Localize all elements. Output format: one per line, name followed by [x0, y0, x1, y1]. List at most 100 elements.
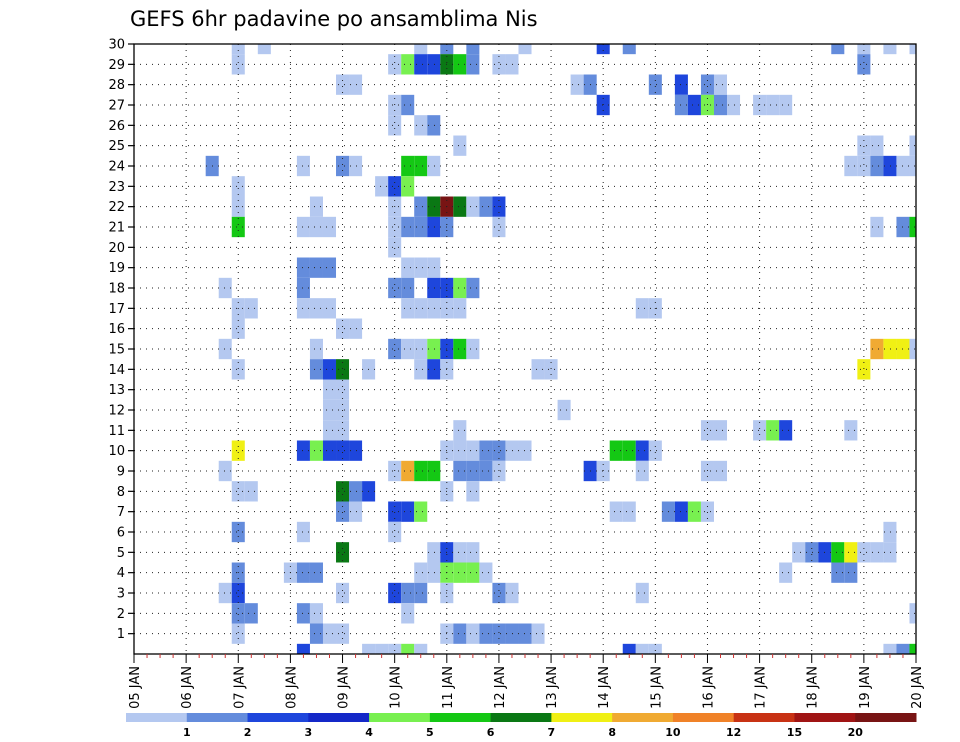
heatmap-cell	[427, 54, 441, 75]
heatmap-cell	[844, 542, 858, 563]
heatmap-cell	[466, 623, 480, 644]
heatmap-cell	[831, 562, 845, 583]
heatmap-cell	[336, 623, 350, 644]
heatmap-cell	[857, 359, 871, 380]
heatmap-cell	[309, 216, 323, 238]
heatmap-cell	[831, 542, 845, 563]
heatmap-cell	[492, 440, 506, 461]
heatmap-cell	[544, 359, 558, 380]
x-tick-label: 10 JAN	[389, 666, 404, 709]
y-tick-label: 12	[108, 404, 125, 419]
colorbar-label: 5	[426, 726, 434, 739]
heatmap-cell	[309, 257, 323, 278]
heatmap-cell	[336, 481, 350, 502]
x-tick-label: 09 JAN	[337, 666, 352, 709]
heatmap-cell	[322, 298, 337, 319]
y-tick-label: 9	[117, 465, 125, 480]
heatmap-cell	[909, 135, 916, 156]
heatmap-cell	[401, 54, 415, 75]
y-tick-label: 25	[108, 139, 125, 154]
heatmap-cell	[231, 44, 245, 55]
heatmap-cell	[414, 216, 428, 238]
colorbar-swatch	[855, 713, 917, 722]
heatmap-cell	[296, 603, 310, 624]
heatmap-cell	[792, 542, 806, 563]
heatmap-cell	[753, 420, 767, 441]
heatmap-cell	[453, 562, 467, 583]
y-tick-label: 21	[108, 221, 125, 236]
heatmap-cell	[713, 460, 728, 482]
heatmap-cell	[336, 501, 350, 522]
heatmap-cell	[492, 216, 506, 238]
heatmap-cell	[453, 460, 467, 482]
y-tick-label: 6	[117, 526, 125, 541]
colorbar-label: 8	[608, 726, 616, 739]
heatmap-cell	[231, 481, 245, 502]
heatmap-cell	[349, 74, 363, 95]
heatmap-cell	[466, 277, 480, 299]
heatmap-cell	[505, 54, 519, 75]
heatmap-cell	[779, 94, 793, 116]
colorbar-label: 6	[487, 726, 495, 739]
heatmap-cell	[492, 623, 506, 644]
x-tick-label: 17 JAN	[754, 666, 769, 709]
heatmap-cell	[674, 74, 688, 95]
heatmap-cell	[466, 54, 480, 75]
heatmap-cell	[727, 94, 741, 116]
y-tick-label: 17	[108, 302, 125, 317]
heatmap-cell	[414, 44, 428, 55]
heatmap-cell	[453, 338, 467, 360]
heatmap-cell	[700, 420, 714, 441]
y-tick-label: 15	[108, 343, 125, 358]
heatmap-cell	[779, 420, 793, 441]
heatmap-cell	[648, 74, 662, 95]
heatmap-cell	[466, 481, 480, 502]
heatmap-cell	[414, 562, 428, 583]
y-tick-label: 30	[108, 38, 125, 53]
heatmap-cell	[244, 603, 258, 624]
heatmap-cell	[713, 94, 728, 116]
heatmap-cell	[322, 623, 337, 644]
heatmap-cell	[909, 338, 916, 360]
heatmap-cell	[218, 582, 232, 604]
heatmap-cell	[857, 542, 871, 563]
heatmap-cell	[609, 440, 623, 461]
heatmap-cell	[870, 135, 884, 156]
heatmap-cell	[296, 216, 310, 238]
heatmap-cell	[609, 501, 623, 522]
heatmap-cell	[231, 521, 245, 543]
heatmap-cell	[766, 420, 780, 441]
colorbar-swatch	[733, 713, 795, 722]
y-tick-label: 3	[117, 587, 125, 602]
heatmap-cell	[453, 440, 467, 461]
heatmap-cell	[309, 359, 323, 380]
heatmap-cell	[231, 359, 245, 380]
colorbar-swatch	[794, 713, 856, 722]
heatmap-cell	[401, 257, 415, 278]
heatmap-cell	[414, 298, 428, 319]
y-tick-label: 7	[117, 505, 125, 520]
heatmap-cell	[596, 44, 610, 55]
x-tick-label: 13 JAN	[545, 666, 560, 709]
x-axis: 05 JAN 06 JAN 07 JAN 08 JAN 09 JAN 10 JAN 11 J…	[128, 654, 925, 709]
y-tick-label: 13	[108, 383, 125, 398]
heatmap-cell	[336, 420, 350, 441]
y-tick-label: 28	[108, 78, 125, 93]
heatmap-cell	[309, 623, 323, 644]
heatmap-cell	[466, 196, 480, 217]
heatmap-cell	[779, 562, 793, 583]
grid-lines	[134, 44, 916, 654]
heatmap-cell	[401, 643, 415, 654]
heatmap-cell	[844, 155, 858, 177]
chart-title: GEFS 6hr padavine po ansamblima Nis	[130, 7, 538, 31]
heatmap-cell	[635, 440, 649, 461]
y-tick-label: 10	[108, 444, 125, 459]
heatmap-cell	[883, 643, 897, 654]
heatmap-cell	[909, 603, 916, 624]
heatmap-cell	[700, 74, 714, 95]
heatmap-cell	[687, 501, 701, 522]
heatmap-cell	[414, 643, 428, 654]
heatmap-cell	[231, 582, 245, 604]
heatmap-cell	[896, 643, 910, 654]
heatmap-cell	[375, 176, 389, 197]
